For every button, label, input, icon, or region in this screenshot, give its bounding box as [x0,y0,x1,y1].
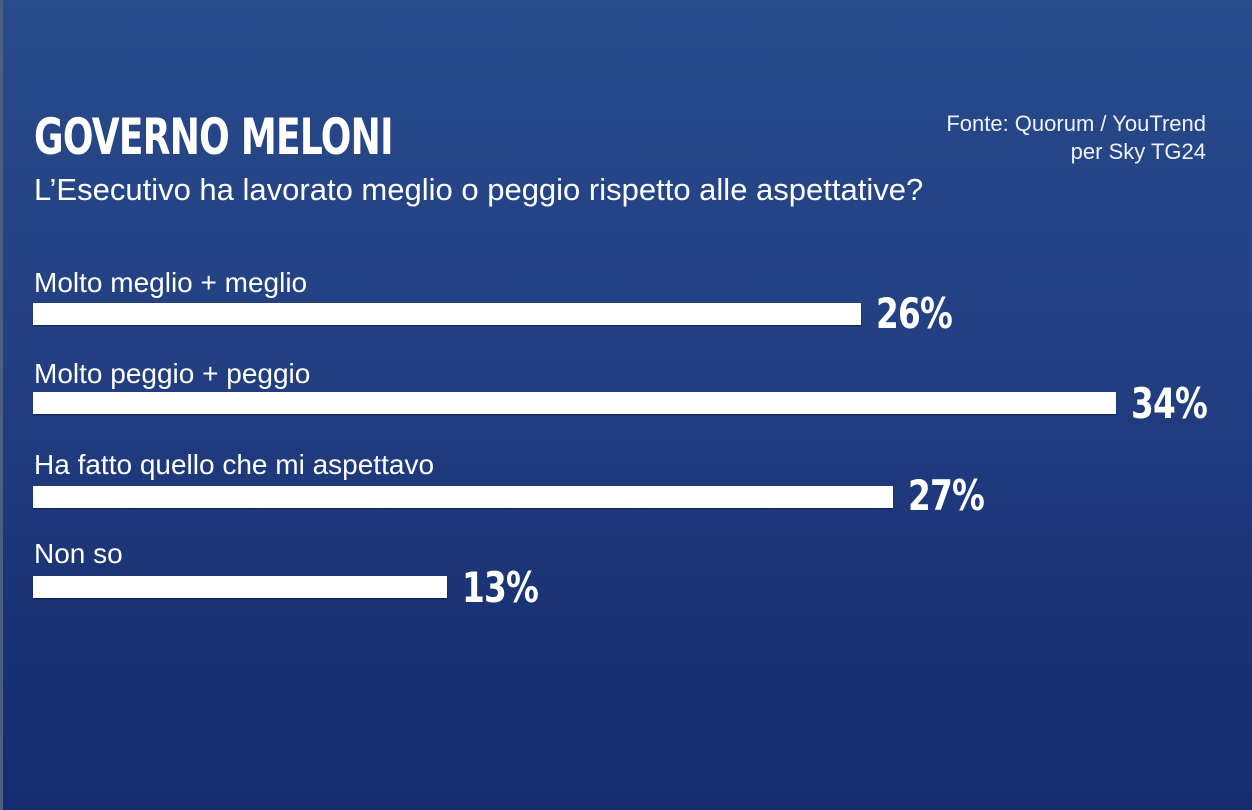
left-edge-strip [0,0,3,810]
bar [33,392,1116,414]
row-label: Molto meglio + meglio [34,267,308,298]
value-label: 27% [907,471,985,520]
row-label: Ha fatto quello che mi aspettavo [34,449,435,480]
value-label: 34% [1130,379,1208,428]
source-line-2: per Sky TG24 [1070,139,1206,164]
value-label: 26% [876,289,953,338]
bar [33,486,893,508]
chart-subtitle: L’Esecutivo ha lavorato meglio o peggio … [34,172,924,207]
value-label: 13% [462,563,539,612]
row-label: Non so [34,538,123,569]
bar [33,576,448,598]
source-line-1: Fonte: Quorum / YouTrend [946,111,1206,136]
row-label: Molto peggio + peggio [34,358,311,389]
bar [33,303,862,325]
source-credit: Fonte: Quorum / YouTrend per Sky TG24 [946,110,1206,166]
chart-title: GOVERNO MELONI [34,108,393,166]
